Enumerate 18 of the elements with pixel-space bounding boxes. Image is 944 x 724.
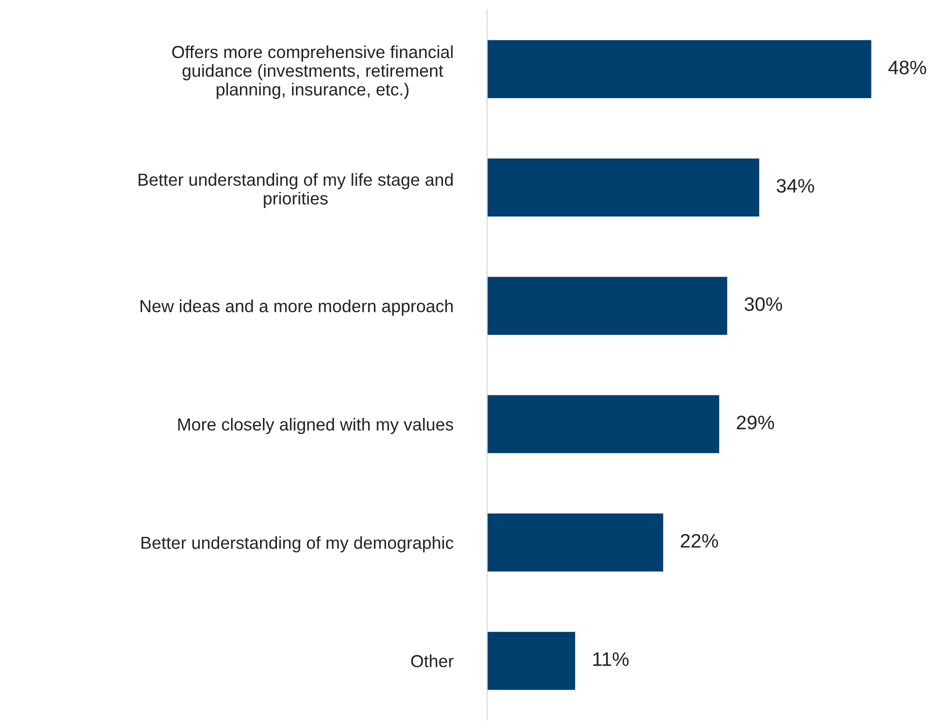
data-label: 48% [888,60,926,74]
y-tick-label: Better understanding of my life stage and priorities [138,173,453,208]
y-tick-label: Other [411,654,454,668]
y-tick-label: New ideas and a more modern approach [140,300,453,316]
bar [487,40,872,98]
bar [487,395,720,454]
data-label: 22% [680,534,718,548]
bar [487,514,664,572]
y-tick-label: More closely aligned with my values [178,418,454,434]
y-tick-label: Better understanding of my demographic [142,536,454,552]
data-label: 29% [736,416,774,430]
data-label: 30% [744,297,782,312]
bar [487,276,728,335]
y-tick-label: Offers more comprehensive financial guidance (investments, retirement planning, insurance, etc.) [172,45,453,100]
bar [487,158,760,216]
bar [487,632,576,690]
data-label: 11% [593,652,629,666]
data-label: 34% [776,178,814,193]
